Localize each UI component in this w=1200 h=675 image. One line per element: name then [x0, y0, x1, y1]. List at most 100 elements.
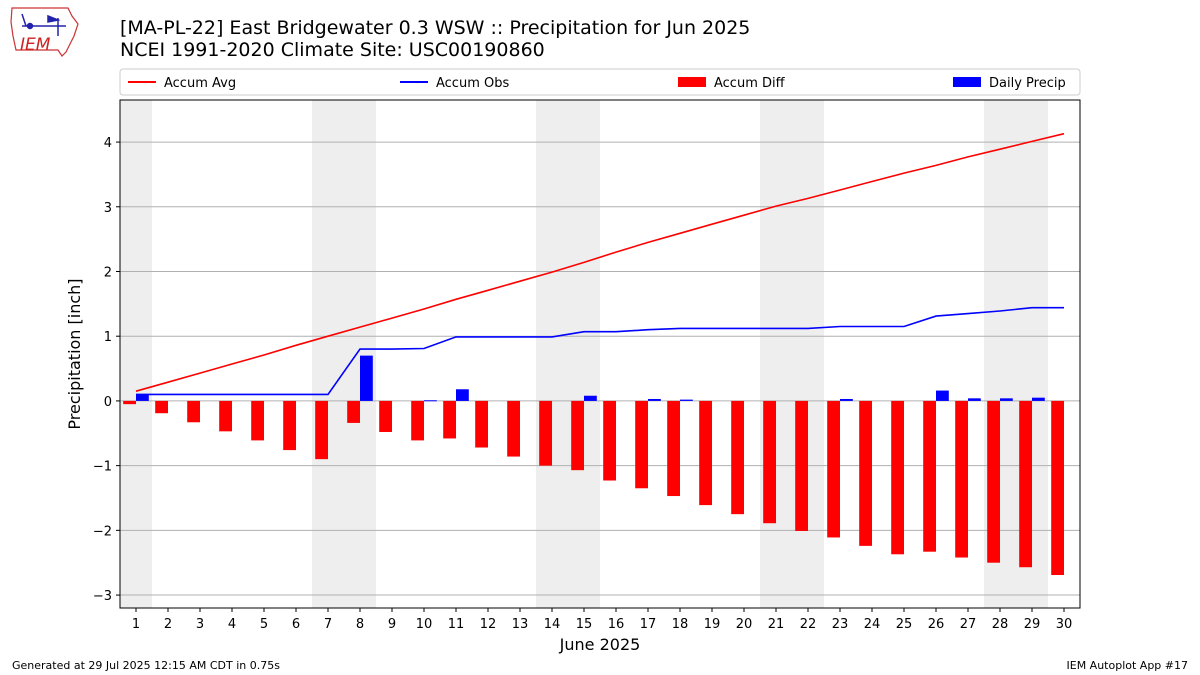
accum-diff-bar [987, 400, 1000, 563]
accum-diff-bar [635, 400, 648, 489]
accum-diff-bar [667, 400, 680, 497]
daily-precip-bar [1032, 397, 1045, 401]
accum-diff-bar [859, 400, 872, 546]
daily-precip-bar [136, 394, 149, 401]
y-tick-label: 1 [104, 330, 112, 345]
daily-precip-bar [424, 400, 437, 402]
accum-diff-bar [411, 400, 424, 441]
iem-logo: IEM [10, 7, 79, 57]
y-tick-label: −3 [93, 589, 112, 604]
y-tick-label: −1 [93, 460, 112, 475]
daily-precip-bar [968, 398, 981, 401]
x-tick-label: 26 [928, 617, 945, 632]
x-tick-label: 3 [196, 617, 204, 632]
x-tick-label: 20 [736, 617, 753, 632]
accum-diff-bar [155, 400, 168, 414]
x-tick-label: 15 [576, 617, 593, 632]
x-tick-label: 22 [800, 617, 817, 632]
legend-label: Accum Diff [714, 76, 786, 91]
accum-diff-bar [699, 400, 712, 506]
accum-diff-bar [251, 400, 264, 441]
x-tick-label: 4 [228, 617, 236, 632]
accum-avg-line [135, 132, 1065, 392]
daily-precip-bar [584, 395, 597, 401]
plot-frame [119, 99, 1081, 609]
x-tick-label: 16 [608, 617, 625, 632]
x-tick-label: 21 [768, 617, 785, 632]
chart-subtitle: NCEI 1991-2020 Climate Site: USC00190860 [120, 39, 545, 61]
accum-diff-bar [443, 400, 456, 439]
weather-station-icon [21, 13, 66, 36]
legend-label: Daily Precip [989, 76, 1066, 91]
weekend-band [120, 100, 152, 608]
daily-precip-bar [1000, 398, 1013, 401]
x-tick-label: 23 [832, 617, 849, 632]
weekend-band [344, 100, 376, 608]
x-tick-label: 8 [356, 617, 364, 632]
x-tick-label: 7 [324, 617, 332, 632]
legend-bar-swatch [678, 77, 706, 87]
accum-diff-bar [379, 400, 392, 432]
accum-diff-bar [955, 400, 968, 558]
accum-diff-bar [763, 400, 776, 524]
generated-timestamp: Generated at 29 Jul 2025 12:15 AM CDT in… [12, 659, 280, 672]
x-tick-label: 30 [1056, 617, 1073, 632]
x-tick-label: 11 [448, 617, 465, 632]
x-tick-label: 1 [132, 617, 140, 632]
accum-diff-bar [1051, 400, 1064, 575]
x-tick-label: 10 [416, 617, 433, 632]
x-tick-label: 5 [260, 617, 268, 632]
accum-diff-bar [283, 400, 296, 451]
weekend-band [312, 100, 344, 608]
app-label: IEM Autoplot App #17 [1066, 659, 1189, 672]
weekend-band [536, 100, 568, 608]
x-tick-label: 2 [164, 617, 172, 632]
y-tick-label: 4 [104, 136, 112, 151]
x-tick-label: 13 [512, 617, 529, 632]
weekend-band [760, 100, 792, 608]
accum-diff-bar [315, 400, 328, 460]
x-tick-label: 25 [896, 617, 913, 632]
accum-diff-bar [539, 400, 552, 466]
accum-diff-bar [603, 400, 616, 481]
accum-diff-bar [475, 400, 488, 448]
accum-diff-bar [347, 400, 360, 423]
x-tick-label: 12 [480, 617, 497, 632]
x-tick-label: 18 [672, 617, 689, 632]
legend: Accum Avg Accum Obs Accum Diff Daily Precip [119, 68, 1081, 96]
weekend-band [792, 100, 824, 608]
legend-label: Accum Obs [436, 76, 509, 91]
accum-diff-bar [795, 400, 808, 531]
y-axis-label: Precipitation [inch] [65, 278, 84, 429]
accum-diff-bar [571, 400, 584, 471]
accum-diff-bar [891, 400, 904, 555]
legend-label: Accum Avg [164, 76, 236, 91]
legend-bar-swatch [953, 77, 981, 87]
iowa-outline-icon [10, 7, 79, 57]
x-tick-label: 14 [544, 617, 561, 632]
accum-diff-bar [507, 400, 520, 457]
daily-precip-bar [456, 389, 469, 401]
x-tick-label: 27 [960, 617, 977, 632]
x-tick-label: 19 [704, 617, 721, 632]
daily-precip-bar [648, 398, 661, 401]
x-tick-label: 28 [992, 617, 1009, 632]
x-tick-label: 24 [864, 617, 881, 632]
x-tick-label: 6 [292, 617, 300, 632]
x-tick-label: 17 [640, 617, 657, 632]
daily-precip-bar [840, 398, 853, 401]
legend-box [119, 68, 1081, 96]
accum-diff-bar [923, 400, 936, 552]
accum-diff-bar [731, 400, 744, 515]
chart-title: [MA-PL-22] East Bridgewater 0.3 WSW :: P… [120, 17, 751, 39]
y-tick-label: −2 [93, 524, 112, 539]
accum-obs-line [136, 306, 1064, 396]
accum-diff-bar [827, 400, 840, 538]
accum-diff-bar [187, 400, 200, 423]
x-tick-label: 29 [1024, 617, 1041, 632]
y-tick-label: 2 [104, 265, 112, 280]
accum-diff-bar [123, 400, 136, 405]
daily-precip-bar [680, 399, 693, 401]
daily-precip-bar [360, 355, 373, 401]
